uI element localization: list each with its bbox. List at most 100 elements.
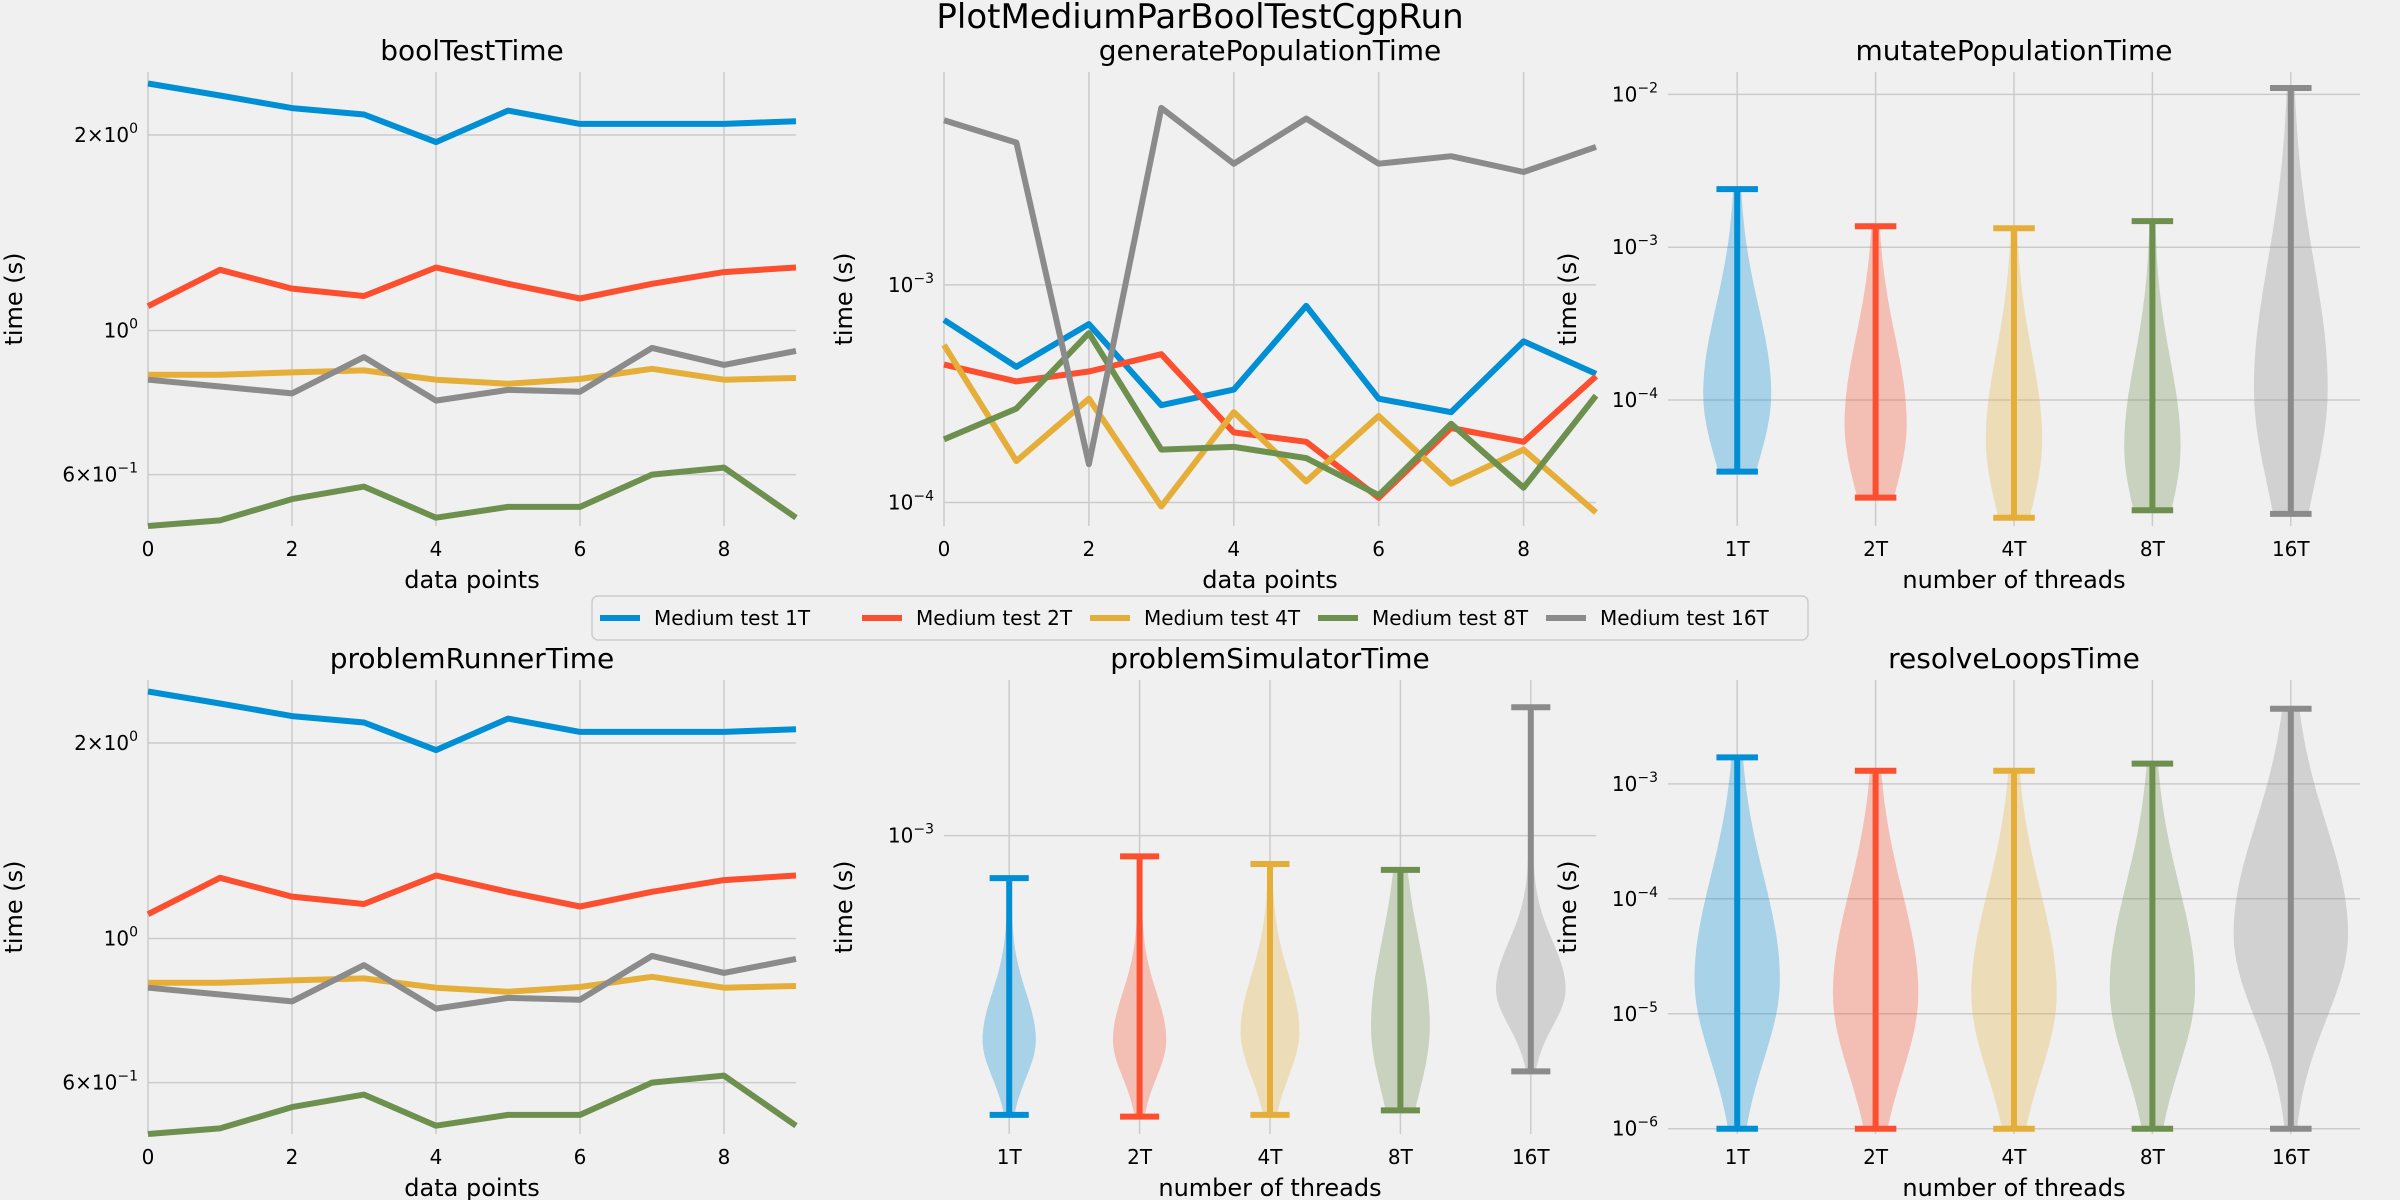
series-line	[147, 344, 797, 404]
y-tick-label-exponent: −1	[117, 461, 138, 477]
series-line	[148, 973, 797, 995]
y-tick-label-base: 10	[1612, 772, 1637, 796]
subplot-title: boolTestTime	[380, 34, 563, 67]
y-tick-label-base: 10	[104, 318, 129, 342]
x-tick-label: 4T	[2002, 537, 2028, 561]
y-tick-label-exponent: −1	[117, 1069, 138, 1085]
x-tick-label: 0	[938, 537, 951, 561]
series-line	[147, 952, 797, 1012]
x-tick-label: 1T	[1725, 1145, 1751, 1169]
x-axis-label: data points	[404, 566, 539, 594]
x-axis-label: number of threads	[1902, 1174, 2125, 1200]
subplot-title: resolveLoopsTime	[1888, 642, 2140, 675]
y-tick-label: 10−6	[1612, 1115, 1658, 1141]
series-line	[148, 365, 797, 387]
x-tick-label: 8T	[2140, 537, 2166, 561]
y-axis-label: time (s)	[830, 860, 858, 953]
series-line	[147, 1072, 798, 1137]
series-line	[942, 302, 1598, 416]
subplot-problemSimulatorTime: problemSimulatorTime number of threads tim…	[830, 642, 1596, 1200]
y-tick-label-base: 10	[1612, 1002, 1637, 1026]
series-line	[942, 330, 1599, 499]
y-tick-label-exponent: −5	[1637, 1000, 1658, 1016]
y-tick-label-base: 6×10	[62, 463, 117, 487]
x-tick-label: 16T	[1512, 1145, 1550, 1169]
series-line	[941, 343, 1598, 515]
subplot-boolTestTime: boolTestTime data points time (s) 6×10−1 10 0…	[0, 34, 798, 594]
subplot-resolveLoopsTime: resolveLoopsTime number of threads time (s…	[1554, 642, 2360, 1200]
y-tick-label-exponent: −3	[913, 271, 934, 287]
y-tick-label-base: 10	[104, 926, 129, 950]
y-tick-label-exponent: −4	[1637, 885, 1658, 901]
y-tick-label: 10−2	[1612, 80, 1658, 106]
y-tick-label: 6×10−1	[62, 461, 138, 487]
x-axis-label: data points	[1202, 566, 1337, 594]
y-tick-label-exponent: −6	[1637, 1115, 1658, 1131]
y-tick-label: 10−3	[888, 822, 934, 848]
y-tick-label-base: 2×10	[74, 123, 129, 147]
y-tick-label: 10−3	[1612, 770, 1658, 796]
x-tick-label: 2T	[1863, 537, 1889, 561]
y-tick-label-exponent: −2	[1637, 80, 1658, 96]
y-tick-label: 10−3	[888, 271, 934, 297]
y-tick-label-base: 10	[1612, 388, 1637, 412]
series-line	[146, 264, 797, 309]
x-tick-label: 2	[1083, 537, 1096, 561]
x-tick-label: 16T	[2272, 1145, 2310, 1169]
y-tick-label-exponent: −4	[913, 489, 934, 505]
legend-label: Medium test 4T	[1144, 606, 1301, 630]
y-tick-label-base: 2×10	[74, 731, 129, 755]
subplot-problemRunnerTime: problemRunnerTime data points time (s) 6×10…	[0, 642, 798, 1200]
y-axis-label: time (s)	[830, 252, 858, 345]
series-line	[147, 688, 797, 754]
y-tick-label-exponent: −4	[1637, 386, 1658, 402]
x-tick-label: 8	[718, 537, 731, 561]
y-tick-label: 6×10−1	[62, 1069, 138, 1095]
x-tick-label: 1T	[1725, 537, 1751, 561]
y-tick-label-base: 10	[1612, 235, 1637, 259]
y-tick-label-exponent: 0	[129, 729, 138, 745]
x-tick-label: 16T	[2272, 537, 2310, 561]
y-tick-label-base: 10	[1612, 82, 1637, 106]
y-tick-label: 100	[104, 924, 138, 950]
x-tick-label: 6	[574, 537, 587, 561]
x-axis-label: data points	[404, 1174, 539, 1200]
y-tick-label-base: 10	[1612, 1117, 1637, 1141]
x-tick-label: 0	[142, 537, 155, 561]
subplot-generatePopulationTime: generatePopulationTime data points time (s…	[830, 34, 1599, 594]
subplot-title: problemSimulatorTime	[1110, 642, 1430, 675]
series-line	[943, 351, 1599, 501]
y-tick-label-base: 10	[888, 824, 913, 848]
y-tick-label-exponent: 0	[129, 121, 138, 137]
y-axis-label: time (s)	[0, 860, 28, 953]
y-tick-label-base: 10	[888, 273, 913, 297]
legend-label: Medium test 8T	[1372, 606, 1529, 630]
legend-frame	[591, 595, 1809, 641]
x-tick-label: 2T	[1127, 1145, 1153, 1169]
subplot-mutatePopulationTime: mutatePopulationTime number of threads tim…	[1554, 34, 2360, 594]
legend: Medium test 1T Medium test 2T Medium test …	[591, 595, 1809, 641]
y-tick-label: 10−3	[1612, 233, 1658, 259]
y-tick-label-exponent: −3	[913, 822, 934, 838]
subplot-title: problemRunnerTime	[330, 642, 615, 675]
subplot-title: generatePopulationTime	[1099, 34, 1441, 67]
y-tick-label-exponent: −3	[1637, 233, 1658, 249]
legend-label: Medium test 1T	[654, 606, 811, 630]
legend-label: Medium test 16T	[1600, 606, 1770, 630]
y-tick-label: 10−4	[888, 489, 934, 515]
y-tick-label: 10−5	[1612, 1000, 1658, 1026]
x-tick-label: 1T	[997, 1145, 1023, 1169]
x-tick-label: 4	[1227, 537, 1240, 561]
y-axis-label: time (s)	[0, 252, 28, 345]
y-axis-label: time (s)	[1554, 860, 1582, 953]
series-line	[943, 104, 1597, 468]
series-line	[146, 872, 797, 917]
x-tick-label: 8	[718, 1145, 731, 1169]
x-axis-label: number of threads	[1158, 1174, 1381, 1200]
x-tick-label: 2T	[1863, 1145, 1889, 1169]
x-tick-label: 6	[574, 1145, 587, 1169]
y-tick-label: 2×100	[74, 121, 138, 147]
series-line	[147, 464, 798, 529]
